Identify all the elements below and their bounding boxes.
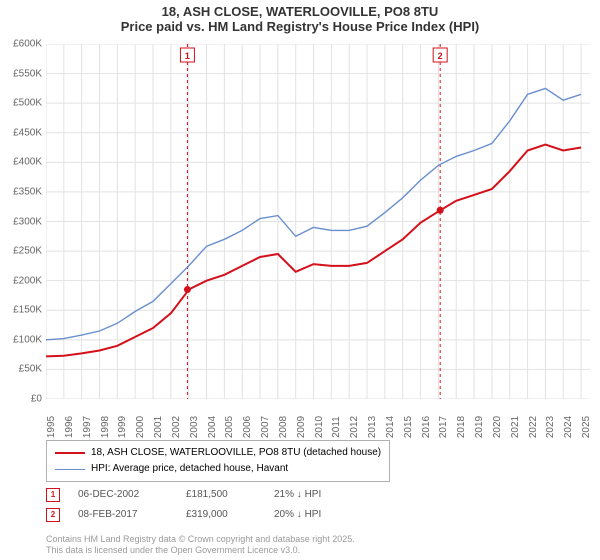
x-tick-label: 1998 <box>100 416 111 438</box>
x-tick-label: 2007 <box>260 416 271 438</box>
x-tick-label: 2021 <box>510 416 521 438</box>
title-subtitle: Price paid vs. HM Land Registry's House … <box>0 19 600 34</box>
x-tick-label: 2000 <box>135 416 146 438</box>
attribution-line2: This data is licensed under the Open Gov… <box>46 545 355 556</box>
marker-pct-2: 20% ↓ HPI <box>274 506 321 524</box>
y-tick-label: £450K <box>13 127 42 138</box>
x-tick-label: 2013 <box>367 416 378 438</box>
legend-swatch-price-paid <box>55 452 85 454</box>
x-tick-label: 2008 <box>278 416 289 438</box>
y-tick-label: £200K <box>13 275 42 286</box>
x-tick-label: 2020 <box>492 416 503 438</box>
attribution-line1: Contains HM Land Registry data © Crown c… <box>46 534 355 545</box>
x-tick-label: 2012 <box>349 416 360 438</box>
x-tick-label: 2011 <box>331 416 342 438</box>
x-tick-label: 2003 <box>189 416 200 438</box>
x-tick-label: 2019 <box>474 416 485 438</box>
attribution: Contains HM Land Registry data © Crown c… <box>46 534 355 556</box>
x-tick-label: 2014 <box>385 416 396 438</box>
marker-row-1: 1 06-DEC-2002 £181,500 21% ↓ HPI <box>46 486 321 504</box>
x-tick-label: 2016 <box>421 416 432 438</box>
legend-row-hpi: HPI: Average price, detached house, Hava… <box>55 461 381 477</box>
y-tick-label: £0 <box>31 394 42 405</box>
marker-row-2: 2 08-FEB-2017 £319,000 20% ↓ HPI <box>46 506 321 524</box>
x-tick-label: 2009 <box>296 416 307 438</box>
x-tick-label: 1997 <box>82 416 93 438</box>
legend-label-price-paid: 18, ASH CLOSE, WATERLOOVILLE, PO8 8TU (d… <box>91 445 381 461</box>
marker-date-2: 08-FEB-2017 <box>78 506 168 524</box>
x-tick-label: 2024 <box>563 416 574 438</box>
markers-table: 1 06-DEC-2002 £181,500 21% ↓ HPI 2 08-FE… <box>46 486 321 526</box>
svg-text:1: 1 <box>185 51 190 61</box>
marker-date-1: 06-DEC-2002 <box>78 486 168 504</box>
title-address: 18, ASH CLOSE, WATERLOOVILLE, PO8 8TU <box>0 4 600 19</box>
x-tick-label: 2001 <box>153 416 164 438</box>
x-tick-label: 2018 <box>456 416 467 438</box>
x-tick-label: 2025 <box>581 416 592 438</box>
x-tick-label: 2015 <box>403 416 414 438</box>
svg-text:2: 2 <box>438 51 443 61</box>
y-tick-label: £400K <box>13 157 42 168</box>
y-tick-label: £550K <box>13 68 42 79</box>
y-tick-label: £50K <box>19 364 42 375</box>
marker-box-2: 2 <box>46 508 60 522</box>
x-tick-label: 1996 <box>64 416 75 438</box>
x-tick-label: 2004 <box>207 416 218 438</box>
marker-pct-1: 21% ↓ HPI <box>274 486 321 504</box>
legend-row-price-paid: 18, ASH CLOSE, WATERLOOVILLE, PO8 8TU (d… <box>55 445 381 461</box>
x-tick-label: 2002 <box>171 416 182 438</box>
y-tick-label: £150K <box>13 305 42 316</box>
y-tick-label: £300K <box>13 216 42 227</box>
marker-price-1: £181,500 <box>186 486 256 504</box>
marker-price-2: £319,000 <box>186 506 256 524</box>
x-tick-label: 1995 <box>46 416 57 438</box>
legend-swatch-hpi <box>55 469 85 470</box>
x-tick-label: 2022 <box>528 416 539 438</box>
marker-box-1: 1 <box>46 488 60 502</box>
y-axis: £0£50K£100K£150K£200K£250K£300K£350K£400… <box>0 44 46 399</box>
x-tick-label: 2006 <box>242 416 253 438</box>
x-tick-label: 2005 <box>224 416 235 438</box>
legend-label-hpi: HPI: Average price, detached house, Hava… <box>91 461 288 477</box>
line-chart: 12 <box>46 44 590 399</box>
y-tick-label: £350K <box>13 186 42 197</box>
y-tick-label: £500K <box>13 98 42 109</box>
chart-container: 18, ASH CLOSE, WATERLOOVILLE, PO8 8TU Pr… <box>0 0 600 560</box>
y-tick-label: £600K <box>13 39 42 50</box>
legend: 18, ASH CLOSE, WATERLOOVILLE, PO8 8TU (d… <box>46 440 390 482</box>
x-tick-label: 1999 <box>117 416 128 438</box>
y-tick-label: £250K <box>13 246 42 257</box>
x-tick-label: 2017 <box>438 416 449 438</box>
title-block: 18, ASH CLOSE, WATERLOOVILLE, PO8 8TU Pr… <box>0 0 600 34</box>
y-tick-label: £100K <box>13 334 42 345</box>
x-axis: 1995 1996 1997 1998 1999 2000 2001 2002 2003 2004… <box>46 399 590 439</box>
x-tick-label: 2010 <box>314 416 325 438</box>
x-tick-label: 2023 <box>545 416 556 438</box>
